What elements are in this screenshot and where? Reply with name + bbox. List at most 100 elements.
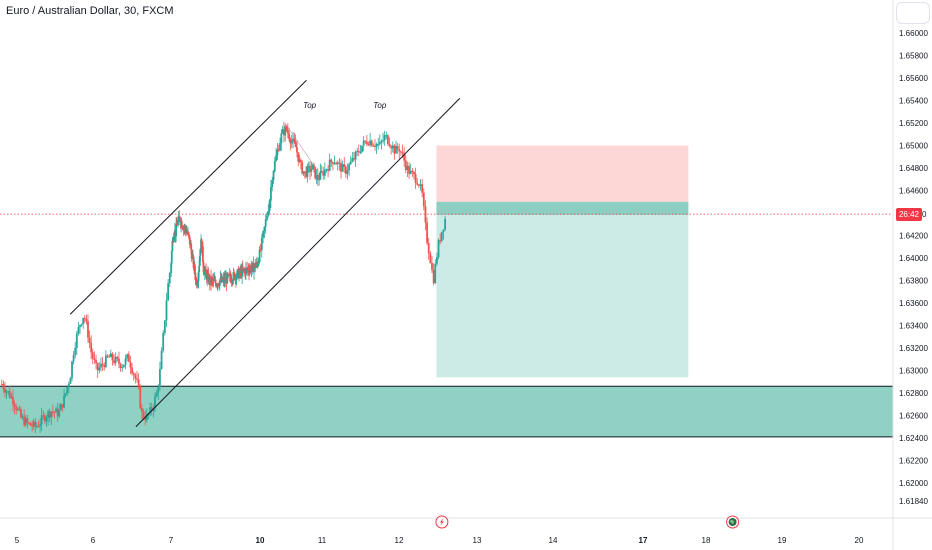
candle-body	[232, 272, 235, 281]
price-axis[interactable]: 1.66000 1.65800 1.65600 1.65400 1.65200 1.650…	[892, 0, 928, 550]
candle-body	[217, 283, 220, 286]
candle-body	[194, 273, 197, 281]
candle-body	[134, 374, 137, 379]
candle-body	[118, 358, 120, 364]
candle-body	[333, 162, 336, 164]
candle-body	[48, 411, 51, 418]
price-tick-label: 1.65000	[899, 142, 928, 151]
candle-body	[391, 145, 394, 149]
settings-button[interactable]	[896, 2, 930, 24]
candle-body	[336, 162, 339, 165]
candle-body	[95, 359, 97, 363]
candle-body	[349, 161, 352, 165]
candle-body	[251, 263, 254, 269]
candles-layer	[0, 121, 446, 434]
candle-body	[434, 263, 437, 284]
flash-icon[interactable]	[435, 515, 449, 529]
channel-upper-line[interactable]	[69, 79, 307, 315]
candle-body	[413, 171, 415, 174]
channel-lower-line[interactable]	[135, 97, 461, 428]
candle-body	[210, 278, 213, 283]
candle-body	[340, 163, 342, 172]
candle-body	[69, 378, 72, 384]
stop-loss-zone[interactable]	[436, 145, 689, 203]
candle-body	[382, 140, 384, 142]
candle-body	[388, 144, 391, 147]
earth-icon[interactable]	[726, 515, 740, 529]
candle-body	[305, 171, 307, 177]
flash-icon-bolt	[439, 518, 444, 526]
entry-bar[interactable]	[436, 201, 689, 215]
candle-body	[12, 396, 14, 404]
candle-body	[139, 386, 142, 409]
candle-body	[247, 268, 250, 272]
top-annotation: Top	[373, 101, 387, 110]
candle-body	[136, 378, 138, 380]
candle-body	[273, 161, 276, 172]
candle-body	[302, 171, 305, 174]
candle-body	[197, 280, 199, 284]
candle-body	[214, 279, 217, 284]
candle-body	[200, 239, 203, 252]
candle-body	[31, 425, 34, 427]
candle-body	[383, 135, 386, 141]
candle-body	[442, 229, 445, 232]
position-layer	[436, 145, 689, 378]
take-profit-zone[interactable]	[436, 202, 689, 378]
candle-body	[83, 317, 86, 319]
candle-body	[192, 256, 195, 268]
price-tick-label: 1.61840	[899, 497, 928, 506]
candle-body	[233, 272, 235, 274]
candle-body	[18, 408, 21, 410]
candle-body	[296, 147, 298, 153]
candle-body	[409, 170, 412, 174]
chart-title: Euro / Australian Dollar, 30, FXCM	[6, 5, 174, 17]
candle-body	[196, 283, 199, 286]
time-tick-label: 14	[549, 536, 558, 545]
candle-body	[104, 355, 107, 368]
candle-body	[241, 267, 244, 277]
candle-body	[67, 383, 70, 388]
candle-body	[114, 356, 117, 363]
candle-body	[374, 145, 376, 147]
candle-body	[335, 162, 338, 165]
price-tick-label: 1.64000	[899, 254, 928, 263]
candle-body	[108, 356, 111, 358]
candle-body	[29, 423, 32, 426]
candle-body	[330, 159, 333, 163]
candle-body	[171, 240, 174, 252]
candle-body	[198, 265, 201, 273]
candle-body	[417, 184, 420, 186]
candle-body	[280, 133, 283, 144]
support-zone[interactable]	[0, 386, 893, 437]
candle-body	[181, 226, 184, 228]
time-tick-label: 5	[15, 536, 20, 545]
candle-body	[87, 321, 89, 338]
candle-body	[241, 267, 244, 270]
candle-body	[177, 215, 180, 221]
candle-body	[173, 234, 176, 238]
price-tick-label: 1.65600	[899, 74, 928, 83]
candle-body	[351, 158, 354, 162]
candle-body	[53, 411, 56, 413]
candle-body	[284, 126, 287, 136]
price-tick-label: 1.62800	[899, 389, 928, 398]
candle-body	[32, 421, 35, 427]
candle-body	[154, 396, 156, 408]
candle-body	[90, 342, 93, 353]
candle-body	[254, 265, 257, 269]
candle-body	[2, 384, 5, 389]
candle-body	[303, 171, 306, 173]
price-tick-label: 1.62200	[899, 457, 928, 466]
price-tick-label: 1.64800	[899, 164, 928, 173]
candle-body	[248, 269, 251, 273]
candle-body	[439, 240, 442, 242]
candle-body	[387, 135, 389, 145]
candle-body	[101, 363, 104, 366]
candle-body	[221, 279, 224, 282]
time-axis[interactable]: 5 6 7 10 11 12 13 14 17 18 19 20	[0, 515, 932, 545]
candle-body	[276, 149, 279, 156]
candle-body	[416, 183, 419, 185]
